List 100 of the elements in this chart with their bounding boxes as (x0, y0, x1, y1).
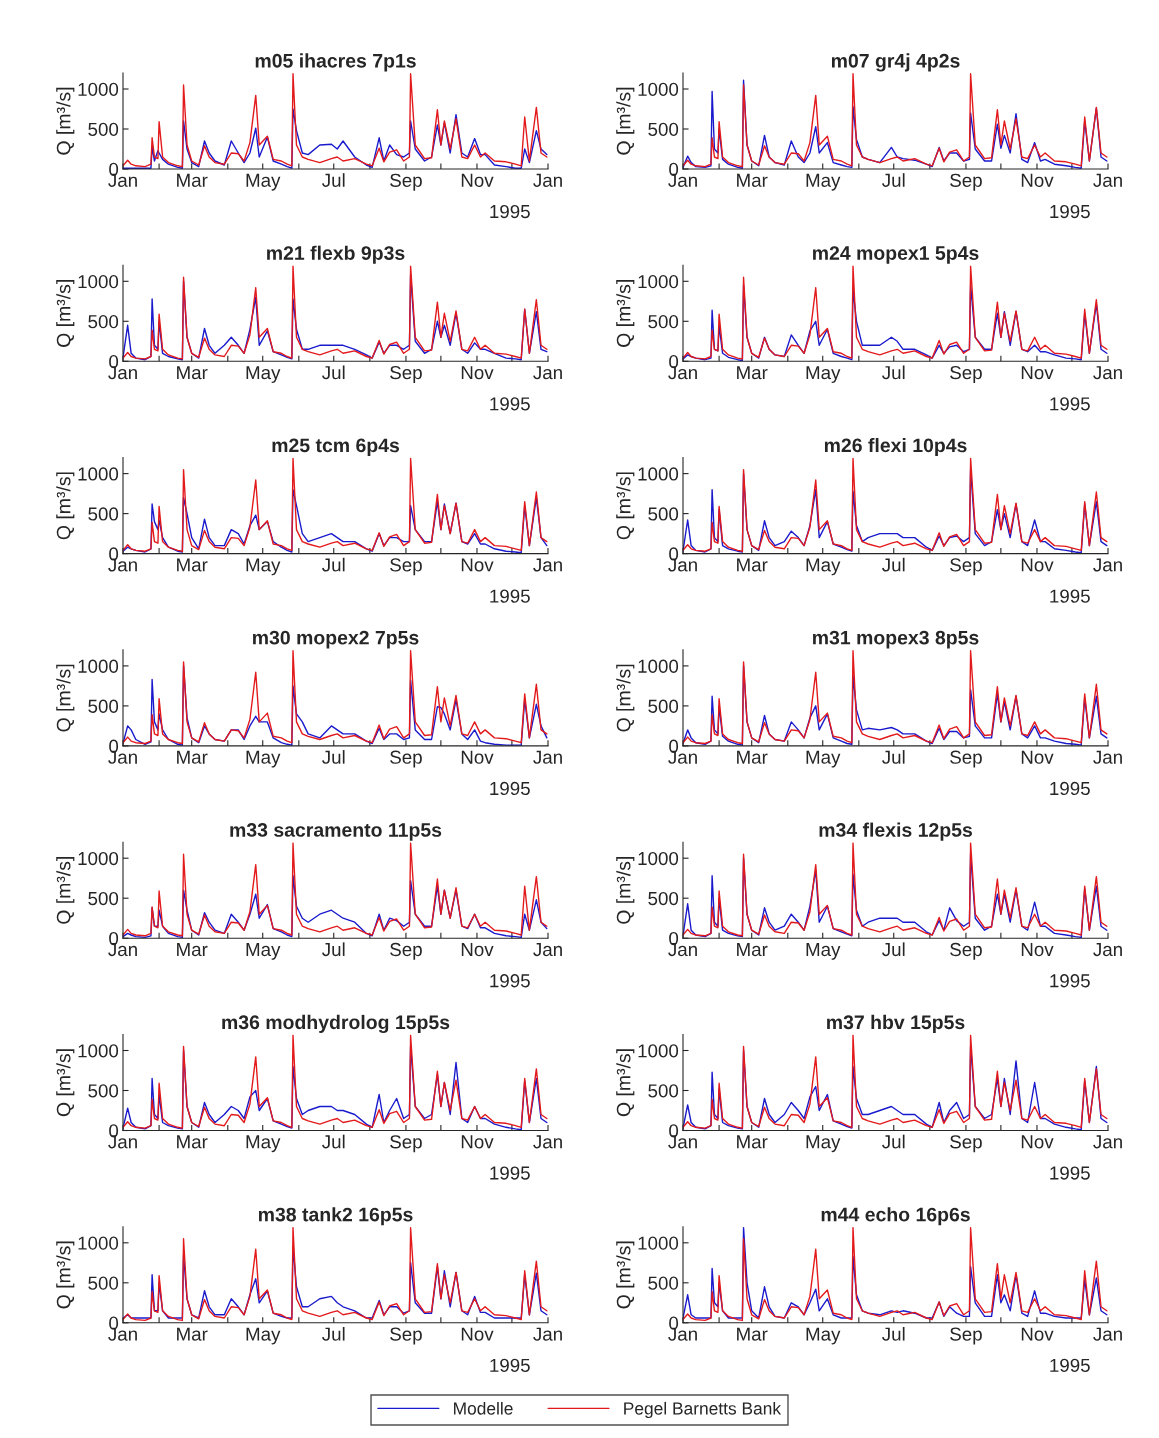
x-tick-label: May (246, 366, 281, 383)
x-tick-label: Jul (322, 557, 345, 572)
text: 1995 (1050, 204, 1090, 219)
x-tick-label: Jan (533, 750, 562, 764)
x-tick-label: Nov (1021, 1135, 1054, 1149)
x-tick-label: Nov (461, 558, 494, 572)
chart-title: m30 mopex2 7p5s (253, 630, 419, 649)
x-tick-label: Sep (390, 750, 422, 768)
y-tick-label: 1000 (638, 1044, 679, 1058)
x-tick-label: Nov (1021, 366, 1054, 380)
y-tick-label: 500 (88, 699, 119, 713)
x-tick-label: May (246, 943, 281, 960)
y-tick-label: 1000 (638, 851, 679, 866)
y-axis-title: Q [m³/s] (56, 1049, 75, 1117)
x-tick-label: Jul (322, 1134, 345, 1149)
y-tick-label: 500 (88, 507, 119, 521)
y-tick-label: 1000 (78, 851, 119, 866)
y-axis-title: Q [m³/s] (56, 280, 75, 347)
x-tick-label: Sep (950, 173, 982, 191)
x-tick-label: May (806, 943, 841, 960)
x-tick-label: Jan (533, 558, 562, 572)
x-tick-label: May (806, 173, 841, 191)
x-tick-label: May (246, 1327, 281, 1345)
y-axis-title: Q [m³/s] (616, 472, 635, 540)
y-tick-label: 500 (648, 315, 679, 329)
x-tick-label: Nov (1021, 1327, 1054, 1341)
text: 1995 (1050, 1358, 1090, 1372)
y-tick-label: 500 (88, 1084, 119, 1098)
x-tick-label: Sep (950, 750, 982, 768)
x-tick-label: Jul (882, 557, 905, 572)
y-tick-label: 1000 (638, 467, 679, 481)
x-tick-label: Sep (950, 365, 982, 383)
x-tick-label: Mar (177, 558, 208, 572)
x-tick-label: Jan (533, 366, 562, 380)
x-tick-label: May (246, 1135, 281, 1153)
x-tick-label: Nov (461, 943, 494, 957)
x-tick-label: Jan (1093, 1327, 1122, 1341)
chart-title: m33 sacramento 11p5s (230, 823, 442, 841)
x-tick-label: Nov (461, 1327, 494, 1341)
chart-title: m07 gr4j 4p2s (831, 53, 960, 72)
y-tick-label: 1000 (78, 467, 119, 481)
chart-title: m05 ihacres 7p1s (255, 53, 416, 72)
x-tick-label: Sep (390, 1135, 422, 1153)
y-axis-title: Q [m³/s] (56, 87, 75, 155)
x-tick-label: Jul (322, 173, 345, 187)
x-tick-label: Mar (737, 366, 768, 380)
x-tick-label: Mar (737, 173, 768, 187)
x-tick-label: Jul (322, 365, 345, 380)
chart-title: m36 modhydrolog 15p5s (222, 1014, 450, 1034)
x-tick-label: Sep (950, 942, 982, 960)
text: 1995 (490, 204, 530, 219)
x-tick-label: Mar (737, 1135, 768, 1149)
line-series (123, 73, 548, 168)
x-tick-label: May (806, 366, 841, 383)
y-tick-label: 1000 (78, 1236, 119, 1250)
x-tick-label: Sep (950, 558, 982, 576)
x-tick-label: Mar (177, 173, 208, 187)
legend-label: Modelle (454, 1401, 513, 1415)
x-tick-label: Mar (177, 943, 208, 957)
x-tick-label: May (806, 1327, 841, 1345)
legend-label: Pegel Barnetts Bank (624, 1401, 782, 1419)
line-series (123, 457, 548, 552)
x-tick-label: Jan (1093, 943, 1122, 957)
x-tick-label: Sep (390, 942, 422, 960)
y-tick-label: 1000 (638, 275, 679, 289)
x-tick-label: Nov (461, 1135, 494, 1149)
text: 1995 (1050, 974, 1090, 988)
x-tick-label: Mar (737, 558, 768, 572)
x-tick-label: Jan (1093, 1135, 1122, 1149)
x-tick-label: Jul (882, 750, 905, 764)
line-series (123, 1226, 548, 1322)
x-tick-label: Jul (882, 173, 905, 187)
x-tick-label: Jul (882, 1134, 905, 1149)
x-tick-label: Mar (177, 1327, 208, 1341)
x-tick-label: Mar (737, 750, 768, 764)
x-tick-label: Mar (177, 366, 208, 380)
x-tick-label: Jan (533, 1327, 562, 1341)
y-tick-label: 500 (648, 122, 679, 136)
y-axis-title: Q [m³/s] (616, 857, 635, 924)
chart-title: m31 mopex3 8p5s (813, 630, 979, 649)
x-tick-label: Mar (177, 1135, 208, 1149)
x-tick-label: Sep (390, 365, 422, 383)
y-axis-title: Q [m³/s] (56, 1241, 75, 1309)
y-axis-title: Q [m³/s] (616, 1241, 635, 1309)
text: 1995 (1050, 397, 1090, 411)
y-tick-label: 1000 (638, 1236, 679, 1250)
y-tick-label: 1000 (78, 275, 119, 289)
chart-title: m24 mopex1 5p4s (813, 246, 979, 264)
y-axis-title: Q [m³/s] (616, 664, 635, 732)
x-tick-label: Jan (533, 173, 562, 187)
x-tick-label: Jan (1093, 750, 1122, 764)
x-tick-label: Jan (1093, 558, 1122, 572)
x-tick-label: Mar (177, 750, 208, 764)
text: 1995 (1050, 589, 1090, 603)
y-tick-label: 500 (648, 699, 679, 713)
text: 1995 (1050, 1166, 1090, 1180)
y-axis-title: Q [m³/s] (616, 280, 635, 347)
x-tick-label: May (806, 1135, 841, 1153)
x-tick-label: Jul (322, 942, 345, 957)
text: 1995 (490, 974, 530, 988)
